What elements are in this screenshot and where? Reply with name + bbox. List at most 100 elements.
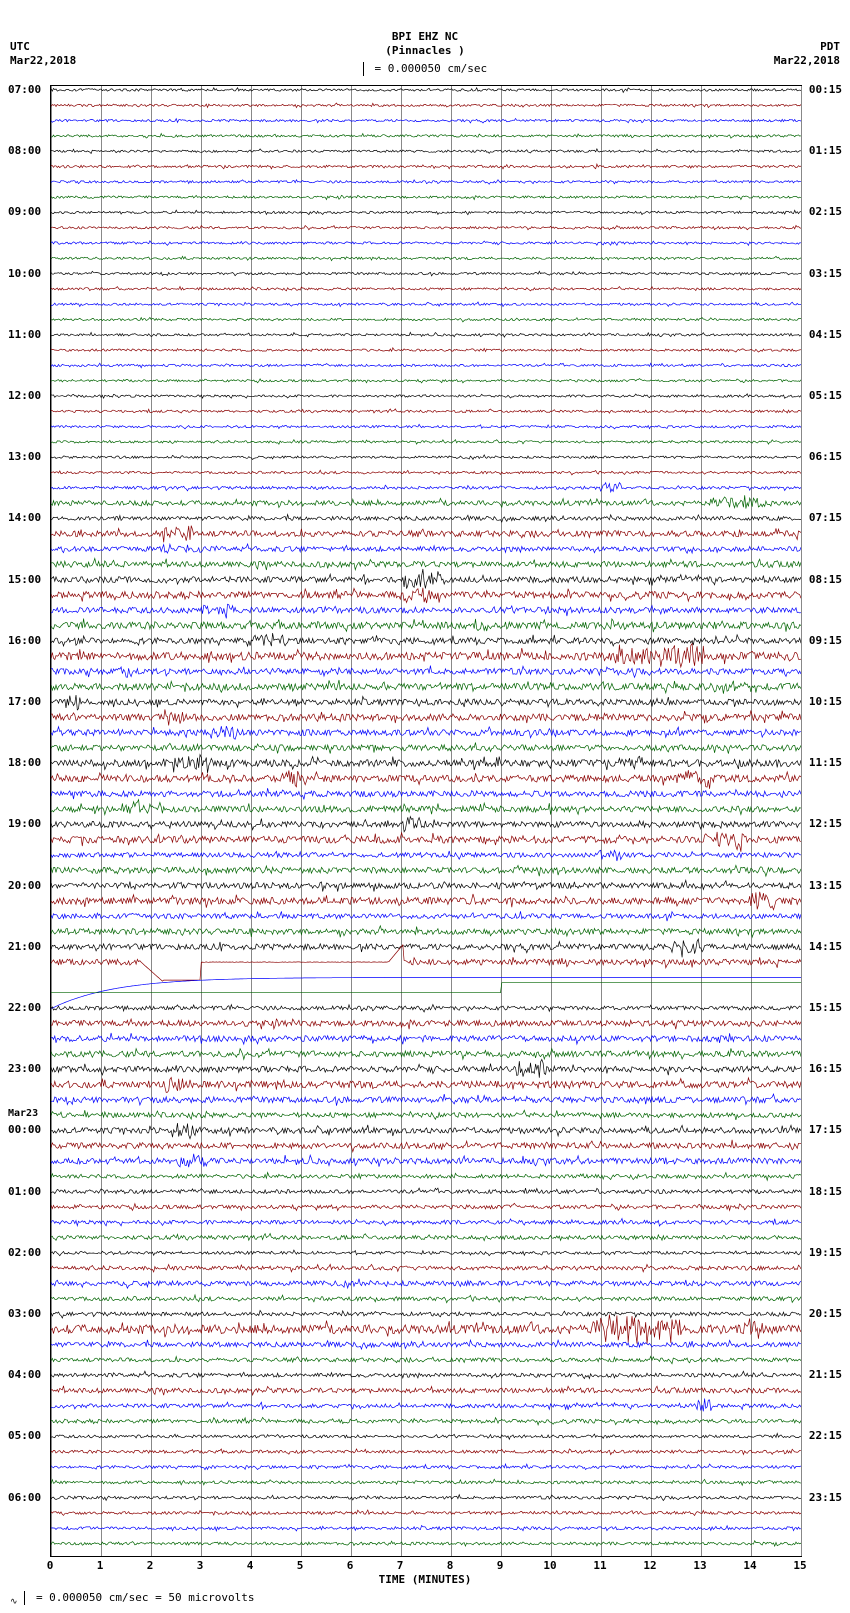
local-hour-label: 14:15: [809, 940, 842, 953]
x-tick-label: 15: [792, 1559, 808, 1572]
utc-hour-label: 01:00: [8, 1185, 41, 1198]
trace-line: [51, 332, 801, 337]
utc-hour-label: 18:00: [8, 756, 41, 769]
trace-line: [51, 1173, 801, 1181]
trace-line: [51, 983, 801, 993]
trace-line: [51, 1433, 801, 1439]
plot-area: [50, 85, 802, 1557]
local-hour-label: 13:15: [809, 879, 842, 892]
utc-hour-label: 06:00: [8, 1491, 41, 1504]
trace-line: [51, 348, 801, 352]
x-tick-label: 2: [142, 1559, 158, 1572]
trace-line: [51, 1386, 801, 1395]
trace-line: [51, 544, 801, 553]
trace-line: [51, 1479, 801, 1485]
scale-marker: = 0.000050 cm/sec: [0, 62, 850, 76]
utc-hour-label: 23:00: [8, 1062, 41, 1075]
local-hour-label: 02:15: [809, 205, 842, 218]
trace-line: [51, 1188, 801, 1194]
trace-line: [51, 271, 801, 276]
trace-line: [51, 1140, 801, 1152]
utc-hour-label: 11:00: [8, 328, 41, 341]
trace-line: [51, 1399, 801, 1412]
utc-hour-label: 13:00: [8, 450, 41, 463]
local-hour-label: 11:15: [809, 756, 842, 769]
trace-line: [51, 926, 801, 938]
x-tick-label: 4: [242, 1559, 258, 1572]
utc-hour-label: 10:00: [8, 267, 41, 280]
trace-line: [51, 832, 801, 852]
x-tick-label: 12: [642, 1559, 658, 1572]
local-hour-label: 04:15: [809, 328, 842, 341]
trace-line: [51, 1203, 801, 1210]
local-hour-label: 10:15: [809, 695, 842, 708]
trace-line: [51, 1295, 801, 1303]
scale-bar-icon: [24, 1591, 25, 1605]
trace-line: [51, 911, 801, 921]
trace-line: [51, 180, 801, 185]
trace-line: [51, 424, 801, 429]
x-tick-label: 8: [442, 1559, 458, 1572]
trace-line: [51, 226, 801, 230]
x-tick-label: 3: [192, 1559, 208, 1572]
trace-line: [51, 726, 801, 739]
trace-line: [51, 633, 801, 646]
scale-bar-icon: [363, 62, 364, 76]
trace-line: [51, 680, 801, 694]
local-hour-label: 06:15: [809, 450, 842, 463]
trace-line: [51, 241, 801, 246]
trace-line: [51, 1371, 801, 1378]
trace-line: [51, 409, 801, 413]
local-hour-label: 12:15: [809, 817, 842, 830]
local-hour-label: 21:15: [809, 1368, 842, 1381]
trace-line: [51, 1078, 801, 1093]
trace-line: [51, 1541, 801, 1546]
trace-line: [51, 865, 801, 876]
trace-line: [51, 695, 801, 710]
trace-line: [51, 1005, 801, 1013]
trace-line: [51, 440, 801, 445]
x-tick-label: 5: [292, 1559, 308, 1572]
trace-line: [51, 1495, 801, 1501]
local-hour-label: 00:15: [809, 83, 842, 96]
local-hour-label: 15:15: [809, 1001, 842, 1014]
utc-hour-label: 14:00: [8, 511, 41, 524]
trace-line: [51, 103, 801, 108]
trace-line: [51, 526, 801, 543]
utc-hour-label: 07:00: [8, 83, 41, 96]
trace-line: [51, 1059, 801, 1077]
local-hour-label: 20:15: [809, 1307, 842, 1320]
chart-subtitle: (Pinnacles ): [0, 44, 850, 57]
trace-line: [51, 1264, 801, 1272]
trace-line: [51, 256, 801, 260]
trace-line: [51, 210, 801, 215]
local-hour-label: 08:15: [809, 573, 842, 586]
utc-hour-label: 03:00: [8, 1307, 41, 1320]
seismogram-container: UTC Mar22,2018 PDT Mar22,2018 BPI EHZ NC…: [0, 0, 850, 1613]
trace-line: [51, 1154, 801, 1167]
trace-line: [51, 945, 801, 981]
trace-line: [51, 1449, 801, 1455]
utc-hour-label: 00:00: [8, 1123, 41, 1136]
x-tick-label: 6: [342, 1559, 358, 1572]
trace-line: [51, 770, 801, 789]
trace-line: [51, 569, 801, 589]
trace-line: [51, 1250, 801, 1256]
local-hour-label: 03:15: [809, 267, 842, 280]
trace-line: [51, 1110, 801, 1120]
utc-hour-label: 21:00: [8, 940, 41, 953]
trace-line: [51, 1123, 801, 1139]
trace-line: [51, 1219, 801, 1227]
trace-line: [51, 1033, 801, 1044]
trace-line: [51, 363, 801, 368]
utc-hour-label: 22:00: [8, 1001, 41, 1014]
x-tick-label: 10: [542, 1559, 558, 1572]
trace-line: [51, 1340, 801, 1349]
trace-line: [51, 164, 801, 169]
utc-hour-label: 19:00: [8, 817, 41, 830]
trace-line: [51, 666, 801, 678]
trace-line: [51, 558, 801, 570]
trace-line: [51, 515, 801, 523]
trace-line: [51, 644, 801, 667]
trace-line: [51, 287, 801, 291]
